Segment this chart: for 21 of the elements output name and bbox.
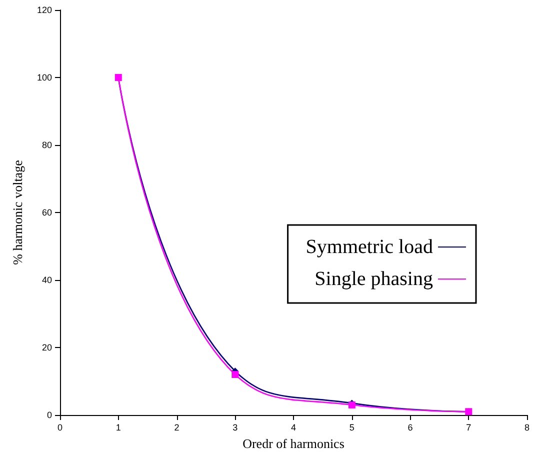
x-tick-label: 4 <box>290 422 296 432</box>
x-tick-label: 2 <box>174 422 180 432</box>
x-axis-title: Oredr of harmonics <box>242 436 344 451</box>
point <box>232 371 239 378</box>
y-tick-label: 0 <box>46 410 52 420</box>
y-tick-label: 100 <box>36 72 52 82</box>
y-tick-label: 80 <box>42 140 52 150</box>
x-tick-label: 8 <box>524 422 530 432</box>
y-axis-title: % harmonic voltage <box>10 160 25 265</box>
x-tick-label: 1 <box>116 422 121 432</box>
x-tick-label: 0 <box>57 422 63 432</box>
x-tick-label: 7 <box>466 422 472 432</box>
x-tick-label: 6 <box>408 422 413 432</box>
x-tick-label: 5 <box>349 422 354 432</box>
y-tick-label: 20 <box>42 342 52 352</box>
legend-label: Single phasing <box>314 268 433 290</box>
x-tick-label: 3 <box>232 422 238 432</box>
y-tick-label: 60 <box>42 208 52 218</box>
y-tick-label: 40 <box>42 275 52 285</box>
y-tick-label: 120 <box>36 5 52 15</box>
legend-label: Symmetric load <box>306 236 433 258</box>
